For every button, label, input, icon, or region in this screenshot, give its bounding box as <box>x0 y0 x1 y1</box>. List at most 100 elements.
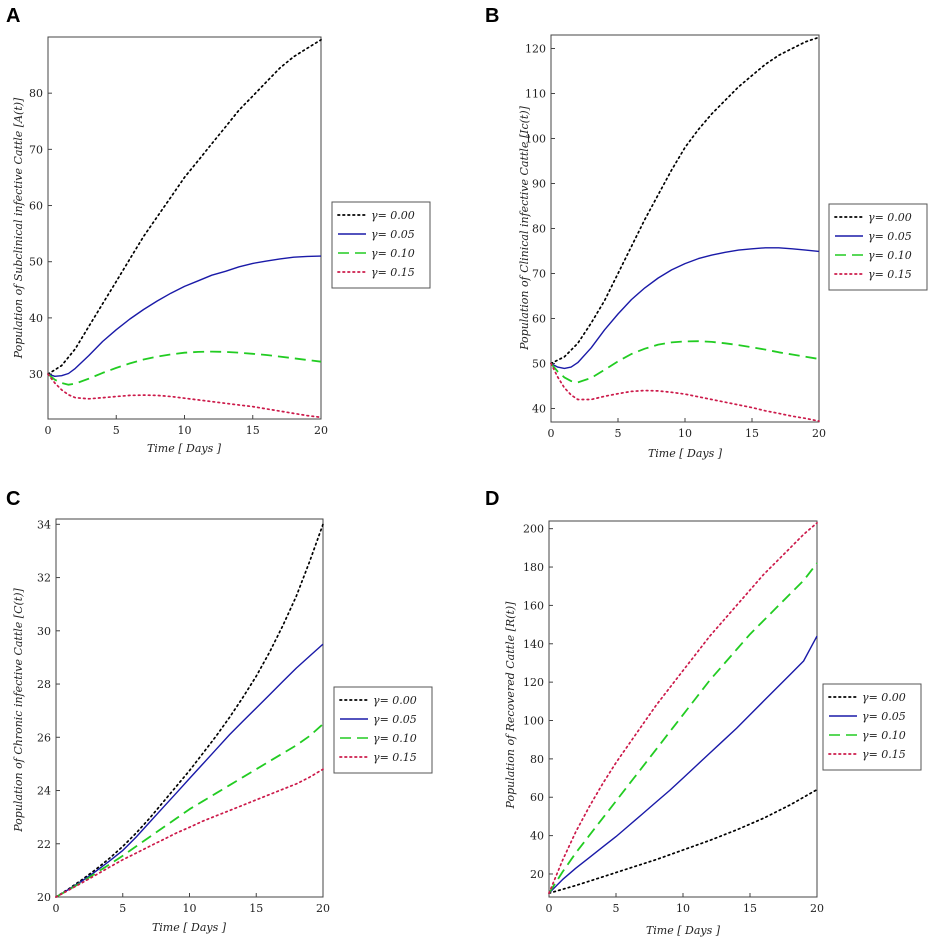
panel-d-x-axis-label: Time [ Days ] <box>646 924 721 937</box>
panel-b-y-tick-label: 100 <box>525 133 546 146</box>
panel-c-y-axis-label: Population of Chronic infective Cattle [… <box>12 587 25 832</box>
panel-c-y-tick-label: 22 <box>37 838 51 851</box>
panel-b-y-axis-label: Population of Clinical infective Cattle … <box>518 105 531 351</box>
panel-a-y-tick-label: 80 <box>29 87 43 100</box>
panel-a-series <box>47 38 322 419</box>
panel-c-series-line-0 <box>55 523 324 898</box>
panel-b-x-tick-label: 15 <box>745 427 759 440</box>
panel-c-legend-label-1: γ= 0.05 <box>373 713 417 726</box>
panel-b-legend-label-0: γ= 0.00 <box>868 211 912 224</box>
panel-b-legend-label-2: γ= 0.10 <box>868 249 912 262</box>
panel-d-series-line-3 <box>548 522 818 895</box>
panel-b-x-axis-label: Time [ Days ] <box>648 447 723 460</box>
panel-d-plot-area <box>548 520 818 898</box>
panel-a-x-tick-label: 15 <box>246 424 260 437</box>
panel-b-y-tick-label: 70 <box>532 268 546 281</box>
panel-d-y-tick-label: 120 <box>523 676 544 689</box>
panel-a-y-tick-label: 40 <box>29 312 43 325</box>
panel-a-legend: γ= 0.00 γ= 0.05 γ= 0.10 γ= 0.15 <box>331 201 431 289</box>
panel-d-y-tick-label: 100 <box>523 715 544 728</box>
panel-b-y-tick-label: 110 <box>525 88 546 101</box>
panel-c-series <box>55 523 324 898</box>
panel-b-x-tick-label: 5 <box>615 427 622 440</box>
panel-b-x-tick-label: 20 <box>812 427 826 440</box>
panel-c-letter: C <box>6 488 20 510</box>
panel-c-legend-label-2: γ= 0.10 <box>373 732 417 745</box>
panel-d-series <box>548 522 818 895</box>
panel-c-y-tick-label: 32 <box>37 572 51 585</box>
panel-d-legend-box <box>822 683 922 771</box>
panel-a: A 0 5 10 15 20 30 40 50 60 70 80 Time [ Days ] Pop… <box>6 5 431 455</box>
panel-b-series <box>550 36 820 422</box>
panel-d-series-line-1 <box>548 635 818 894</box>
panel-a-x-tick-label: 5 <box>113 424 120 437</box>
panel-d-y-tick-label: 180 <box>523 561 544 574</box>
panel-a-y-tick-label: 50 <box>29 256 43 269</box>
panel-b: B 0 5 10 15 20 40 50 60 70 80 90 100 110 120 Time [ D… <box>485 5 928 460</box>
panel-d: D 0 5 10 15 20 20 40 60 80 100 120 140 160 180 200 Tim… <box>485 488 922 937</box>
panel-d-legend: γ= 0.00 γ= 0.05 γ= 0.10 γ= 0.15 <box>822 683 922 771</box>
panel-b-plot-area <box>550 34 820 423</box>
panel-b-y-tick-label: 90 <box>532 178 546 191</box>
panel-d-y-tick-label: 160 <box>523 599 544 612</box>
panel-c-legend-label-3: γ= 0.15 <box>373 751 417 764</box>
panel-d-y-tick-label: 200 <box>523 523 544 536</box>
panel-c-x-tick-label: 10 <box>183 902 197 915</box>
panel-d-x-tick-label: 10 <box>676 902 690 915</box>
panel-b-legend: γ= 0.00 γ= 0.05 γ= 0.10 γ= 0.15 <box>828 203 928 291</box>
panel-d-x-tick-label: 20 <box>810 902 824 915</box>
panel-a-ticks: 0 5 10 15 20 30 40 50 60 70 80 <box>29 87 328 437</box>
panel-c-x-tick-label: 0 <box>53 902 60 915</box>
panel-c-x-tick-label: 20 <box>316 902 330 915</box>
panel-a-series-line-2 <box>47 350 322 386</box>
panel-d-legend-label-3: γ= 0.15 <box>862 748 906 761</box>
panel-d-x-tick-label: 5 <box>613 902 620 915</box>
panel-d-ticks: 0 5 10 15 20 20 40 60 80 100 120 140 160 180 200 <box>523 523 824 915</box>
panel-a-legend-box <box>331 201 431 289</box>
panel-d-y-axis-label: Population of Recovered Cattle [R(t)] <box>504 601 517 810</box>
panel-c-legend-box <box>333 686 433 774</box>
panel-b-legend-label-1: γ= 0.05 <box>868 230 912 243</box>
panel-c: C 0 5 10 15 20 20 22 24 26 28 30 32 34 Time [ Days ]… <box>6 488 433 934</box>
panel-c-series-line-2 <box>55 723 324 898</box>
panel-c-y-tick-label: 20 <box>37 891 51 904</box>
panel-b-ticks: 0 5 10 15 20 40 50 60 70 80 90 100 110 120 <box>525 43 826 441</box>
panel-a-x-tick-label: 20 <box>314 424 328 437</box>
panel-a-x-tick-label: 0 <box>45 424 52 437</box>
panel-a-y-tick-label: 30 <box>29 368 43 381</box>
panel-d-y-tick-label: 140 <box>523 638 544 651</box>
panel-d-legend-label-1: γ= 0.05 <box>862 710 906 723</box>
panel-a-letter: A <box>6 5 20 27</box>
panel-b-x-tick-label: 0 <box>548 427 555 440</box>
panel-b-x-tick-label: 10 <box>678 427 692 440</box>
panel-d-y-tick-label: 80 <box>530 753 544 766</box>
panel-a-plot-area <box>47 36 322 420</box>
panel-b-y-tick-label: 120 <box>525 43 546 56</box>
panel-a-series-line-0 <box>47 38 322 375</box>
panel-d-legend-label-0: γ= 0.00 <box>862 691 906 704</box>
panel-a-series-line-3 <box>47 373 322 419</box>
panel-c-series-line-3 <box>55 768 324 898</box>
panel-c-y-tick-label: 34 <box>37 518 51 531</box>
panel-c-x-tick-label: 15 <box>249 902 263 915</box>
panel-d-x-tick-label: 15 <box>743 902 757 915</box>
panel-b-series-line-2 <box>550 340 820 384</box>
panel-b-y-tick-label: 80 <box>532 223 546 236</box>
panel-c-x-tick-label: 5 <box>119 902 126 915</box>
panel-c-plot-area <box>55 518 324 898</box>
panel-a-y-tick-label: 60 <box>29 200 43 213</box>
panel-d-series-line-0 <box>548 788 818 895</box>
panel-b-series-line-1 <box>550 247 820 370</box>
panel-b-y-tick-label: 60 <box>532 313 546 326</box>
panel-b-series-line-0 <box>550 36 820 365</box>
panel-d-y-tick-label: 60 <box>530 791 544 804</box>
panel-d-letter: D <box>485 488 499 510</box>
panel-c-y-tick-label: 24 <box>37 785 51 798</box>
panel-c-ticks: 0 5 10 15 20 20 22 24 26 28 30 32 34 <box>37 518 330 915</box>
panel-b-legend-box <box>828 203 928 291</box>
panel-d-y-tick-label: 40 <box>530 830 544 843</box>
panel-d-series-line-2 <box>548 562 818 894</box>
panel-c-legend-label-0: γ= 0.00 <box>373 694 417 707</box>
panel-b-y-tick-label: 40 <box>532 403 546 416</box>
